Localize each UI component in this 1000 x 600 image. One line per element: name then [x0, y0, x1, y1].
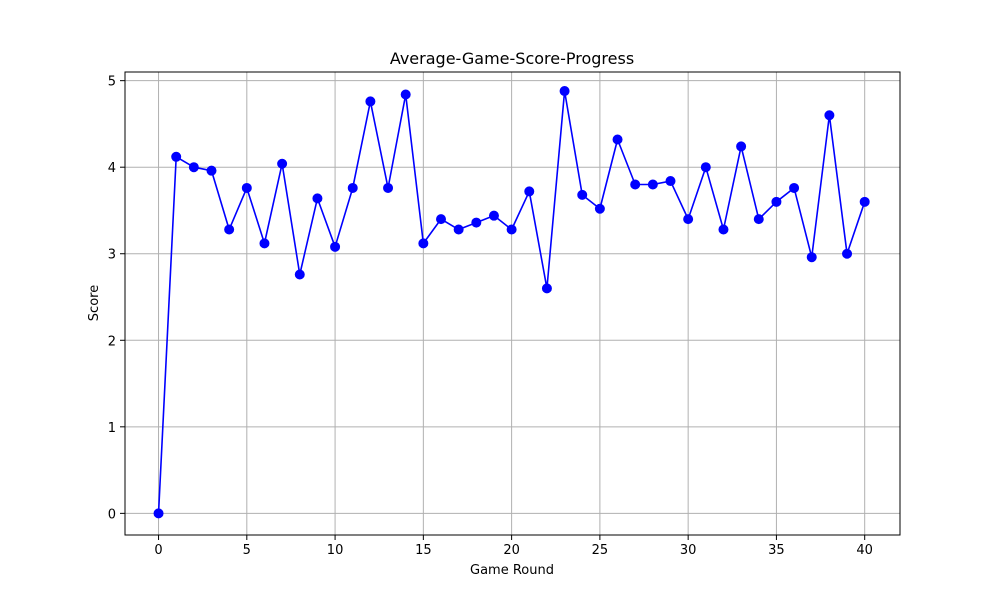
x-tick-label: 0 [154, 543, 162, 558]
data-point [559, 86, 570, 97]
data-point [224, 224, 235, 235]
data-point [824, 110, 835, 121]
series [153, 86, 870, 519]
data-point [312, 193, 323, 204]
data-point [771, 196, 782, 207]
data-point [859, 196, 870, 207]
x-tick-label: 30 [680, 543, 697, 558]
data-point [347, 182, 358, 193]
x-tick-label: 25 [592, 543, 609, 558]
y-tick-label: 4 [108, 161, 116, 176]
data-point [736, 141, 747, 152]
data-point [365, 96, 376, 107]
x-tick-label: 40 [856, 543, 873, 558]
grid [125, 72, 900, 535]
data-point [577, 189, 588, 200]
data-point [400, 89, 411, 100]
x-axis-label: Game Round [470, 563, 554, 578]
x-tick-label: 10 [327, 543, 344, 558]
y-tick-label: 2 [108, 334, 116, 349]
y-tick-label: 0 [108, 507, 116, 522]
data-point [753, 214, 764, 225]
data-point [188, 162, 199, 173]
y-tick-label: 5 [108, 75, 116, 90]
data-point [294, 269, 305, 280]
data-point [259, 238, 270, 249]
data-point [330, 241, 341, 252]
data-point [436, 214, 447, 225]
data-point [506, 224, 517, 235]
y-tick-label: 3 [108, 248, 116, 263]
data-point [171, 151, 182, 162]
x-tick-label: 5 [243, 543, 251, 558]
data-point [453, 224, 464, 235]
data-point [541, 283, 552, 294]
data-point [665, 176, 676, 187]
data-point [488, 210, 499, 221]
ticks: 0 5 10 15 20 25 30 35 40 0 1 2 3 4 5 [108, 75, 873, 558]
data-point [683, 214, 694, 225]
data-point [277, 158, 288, 169]
data-point [718, 224, 729, 235]
data-point [806, 252, 817, 263]
x-tick-label: 35 [768, 543, 785, 558]
chart-title: Average-Game-Score-Progress [390, 49, 634, 68]
data-point [153, 508, 164, 519]
data-point [471, 217, 482, 228]
data-point [524, 186, 535, 197]
plot-frame [124, 71, 901, 536]
data-point [206, 165, 217, 176]
data-point [383, 182, 394, 193]
x-tick-label: 20 [503, 543, 520, 558]
data-point [241, 182, 252, 193]
data-point [594, 203, 605, 214]
y-tick-label: 1 [108, 421, 116, 436]
data-point [700, 162, 711, 173]
y-axis-label: Score [87, 285, 102, 321]
data-point [418, 238, 429, 249]
data-point [630, 179, 641, 190]
data-point [842, 248, 853, 259]
data-point [612, 134, 623, 145]
data-point [647, 179, 658, 190]
x-tick-label: 15 [415, 543, 432, 558]
data-point [789, 182, 800, 193]
